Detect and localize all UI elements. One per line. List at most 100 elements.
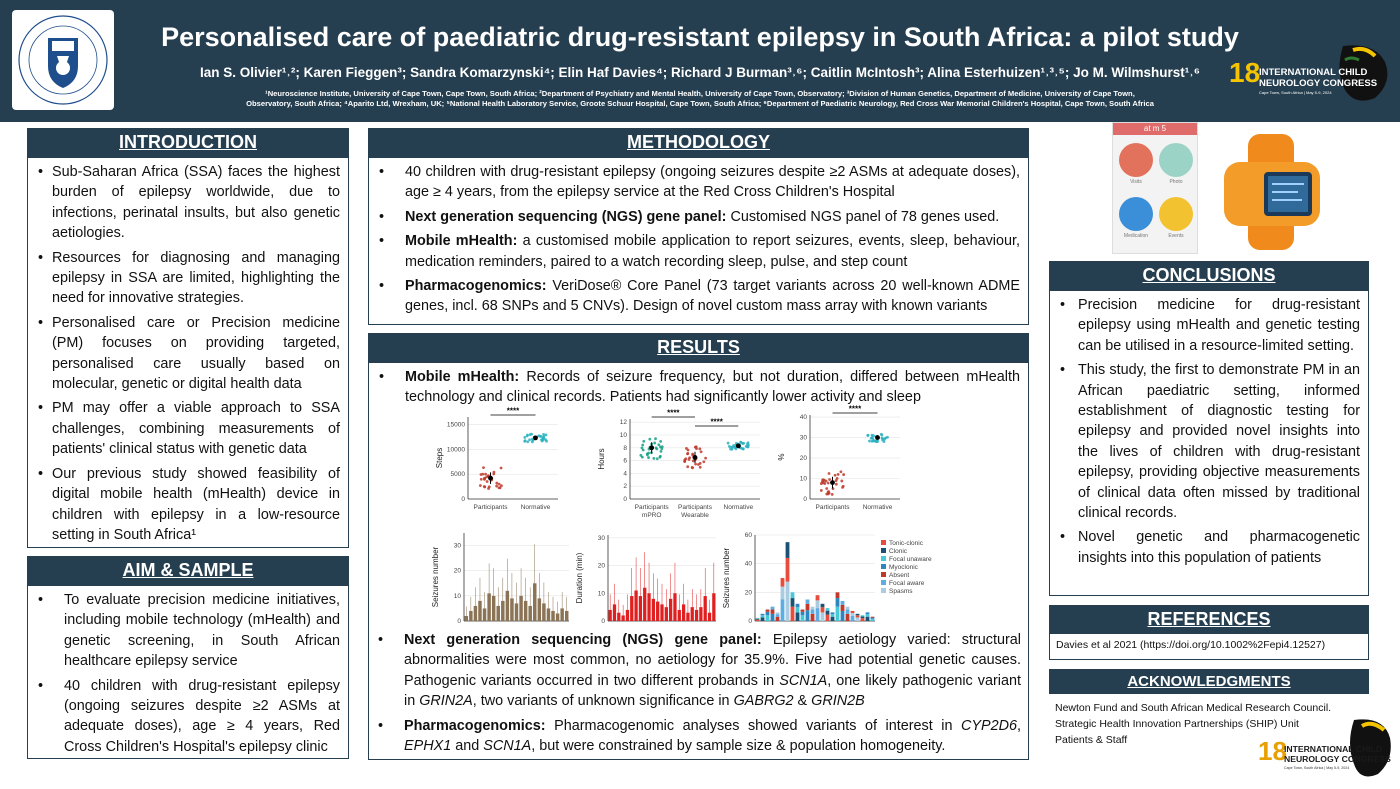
bar-segment — [805, 603, 810, 611]
aim-heading: AIM & SAMPLE — [27, 556, 349, 585]
bar — [551, 610, 555, 621]
bar — [546, 608, 551, 621]
data-point — [742, 441, 746, 445]
y-tick-label: 40 — [745, 561, 753, 568]
data-point — [694, 462, 698, 466]
bar-segment — [820, 603, 825, 608]
bar — [505, 590, 510, 621]
bar-segment — [765, 611, 770, 616]
bar — [673, 593, 677, 621]
data-point — [842, 473, 846, 476]
data-point — [834, 479, 838, 482]
results-ngs-text-3: , two variants of unknown significance i… — [472, 693, 734, 710]
bar-segment — [805, 610, 810, 621]
data-point — [698, 465, 702, 469]
bar-segment — [790, 606, 795, 621]
bar-segment — [810, 613, 815, 621]
data-point — [695, 447, 698, 450]
data-point — [640, 455, 644, 459]
legend-swatch — [881, 548, 886, 553]
y-tick-label: 20 — [598, 563, 606, 570]
legend-swatch — [881, 556, 886, 561]
data-point — [483, 477, 486, 481]
bar — [703, 596, 707, 621]
results-ngs-amp: & — [793, 693, 812, 710]
bar — [491, 595, 496, 621]
y-tick-label: 10 — [598, 590, 606, 597]
data-point — [497, 482, 501, 486]
bar-segment — [830, 612, 835, 615]
data-point — [654, 437, 657, 441]
results-pgx-text-2: , but were constrained by sample size & … — [531, 738, 946, 755]
data-point — [698, 461, 702, 465]
methodology-ngs-label: Next generation sequencing (NGS) gene pa… — [405, 208, 727, 225]
acknowledgments-list: Newton Fund and South African Medical Re… — [1055, 700, 1355, 748]
data-point — [839, 470, 843, 474]
bar — [523, 600, 528, 621]
bar-segment — [780, 586, 785, 600]
legend-label: Absent — [889, 572, 909, 579]
y-axis-label: Hours — [597, 448, 606, 469]
y-tick-label: 8 — [623, 445, 627, 452]
bar-segment — [825, 614, 830, 621]
affiliations: ¹Neuroscience Institute, University of C… — [140, 89, 1260, 109]
y-tick-label: 10 — [800, 476, 808, 483]
bar — [681, 604, 686, 621]
results-pgx-and: and — [451, 738, 484, 755]
data-point — [640, 446, 644, 450]
data-point — [648, 437, 652, 441]
data-point — [704, 456, 708, 460]
y-tick-label: 0 — [457, 618, 461, 625]
bar-segment — [770, 609, 775, 614]
introduction-item: Resources for diagnosing and managing ep… — [36, 248, 340, 309]
mean-marker — [735, 443, 741, 449]
bar-segment — [810, 609, 815, 614]
data-point — [884, 436, 888, 440]
data-point — [646, 453, 649, 457]
bar — [555, 613, 560, 621]
y-tick-label: 60 — [745, 532, 753, 539]
y-tick-label: 2 — [623, 483, 627, 490]
bar-segment — [770, 613, 775, 621]
bar-segment — [870, 617, 875, 619]
data-point — [823, 478, 826, 482]
bar — [694, 609, 699, 621]
data-point — [882, 440, 886, 443]
bar-segment — [755, 618, 760, 620]
congress-name-line-1: INTERNATIONAL CHILD — [1259, 67, 1368, 78]
bar — [634, 590, 638, 621]
data-point — [827, 490, 830, 493]
introduction-list: Sub-Saharan Africa (SSA) faces the highe… — [36, 162, 340, 545]
y-tick-label: 40 — [800, 414, 808, 421]
data-point — [744, 444, 748, 448]
reference-item: Davies et al 2021 (https://doi.org/10.10… — [1056, 639, 1326, 651]
introduction-heading: INTRODUCTION — [27, 128, 349, 157]
data-point — [835, 476, 839, 480]
visits-tile-icon — [1119, 143, 1153, 177]
bar — [510, 598, 514, 621]
y-tick-label: 10000 — [447, 446, 465, 453]
bar-segment — [795, 612, 800, 621]
bar-segment — [815, 608, 820, 621]
y-axis-label: Seizures number — [431, 546, 440, 607]
legend-swatch — [881, 564, 886, 569]
bar — [647, 593, 651, 621]
y-axis-label: % — [777, 453, 786, 460]
bar — [537, 598, 542, 621]
results-heading: RESULTS — [368, 333, 1029, 362]
gene-gabrg2: GABRG2 — [733, 693, 794, 710]
mean-marker — [649, 445, 655, 451]
affiliations-line-2: Observatory, South Africa; ⁴Aparito Ltd,… — [246, 99, 1154, 108]
photo-tile-icon — [1159, 143, 1193, 177]
bar — [621, 615, 625, 621]
methodology-item-pgx: Pharmacogenomics: VeriDose® Core Panel (… — [377, 276, 1020, 317]
legend-swatch — [881, 588, 886, 593]
bar-segment — [765, 609, 770, 612]
bar — [630, 596, 634, 621]
y-tick-label: 20 — [745, 589, 753, 596]
legend-label: Clonic — [889, 548, 908, 555]
bar — [482, 608, 487, 621]
bar-segment — [760, 615, 765, 618]
bar-segment — [800, 609, 805, 612]
results-ngs-label: Next generation sequencing (NGS) gene pa… — [404, 632, 762, 648]
